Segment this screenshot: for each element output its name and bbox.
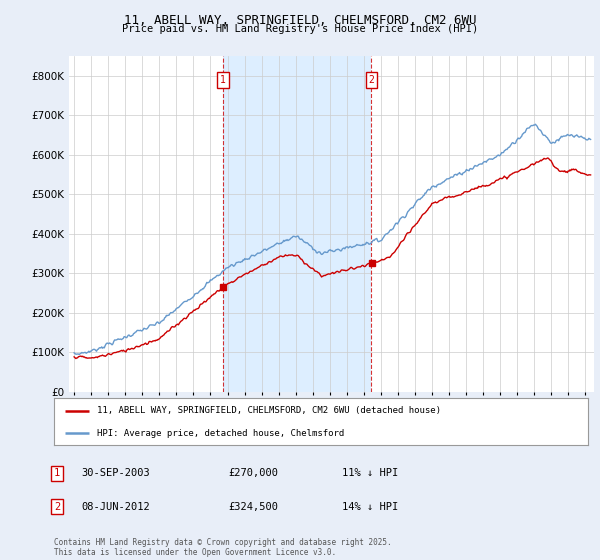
Text: £324,500: £324,500 (228, 502, 278, 512)
Text: 11, ABELL WAY, SPRINGFIELD, CHELMSFORD, CM2 6WU: 11, ABELL WAY, SPRINGFIELD, CHELMSFORD, … (124, 14, 476, 27)
Text: 11, ABELL WAY, SPRINGFIELD, CHELMSFORD, CM2 6WU (detached house): 11, ABELL WAY, SPRINGFIELD, CHELMSFORD, … (97, 407, 441, 416)
Text: 2: 2 (54, 502, 60, 512)
Text: Contains HM Land Registry data © Crown copyright and database right 2025.
This d: Contains HM Land Registry data © Crown c… (54, 538, 392, 557)
Text: HPI: Average price, detached house, Chelmsford: HPI: Average price, detached house, Chel… (97, 429, 344, 438)
Text: 2: 2 (368, 74, 374, 85)
Text: 1: 1 (220, 74, 226, 85)
Text: 08-JUN-2012: 08-JUN-2012 (81, 502, 150, 512)
Text: 14% ↓ HPI: 14% ↓ HPI (342, 502, 398, 512)
Text: 11% ↓ HPI: 11% ↓ HPI (342, 468, 398, 478)
Text: 30-SEP-2003: 30-SEP-2003 (81, 468, 150, 478)
Bar (223, 56, 371, 392)
Text: £270,000: £270,000 (228, 468, 278, 478)
Text: 1: 1 (54, 468, 60, 478)
Text: Price paid vs. HM Land Registry's House Price Index (HPI): Price paid vs. HM Land Registry's House … (122, 24, 478, 34)
